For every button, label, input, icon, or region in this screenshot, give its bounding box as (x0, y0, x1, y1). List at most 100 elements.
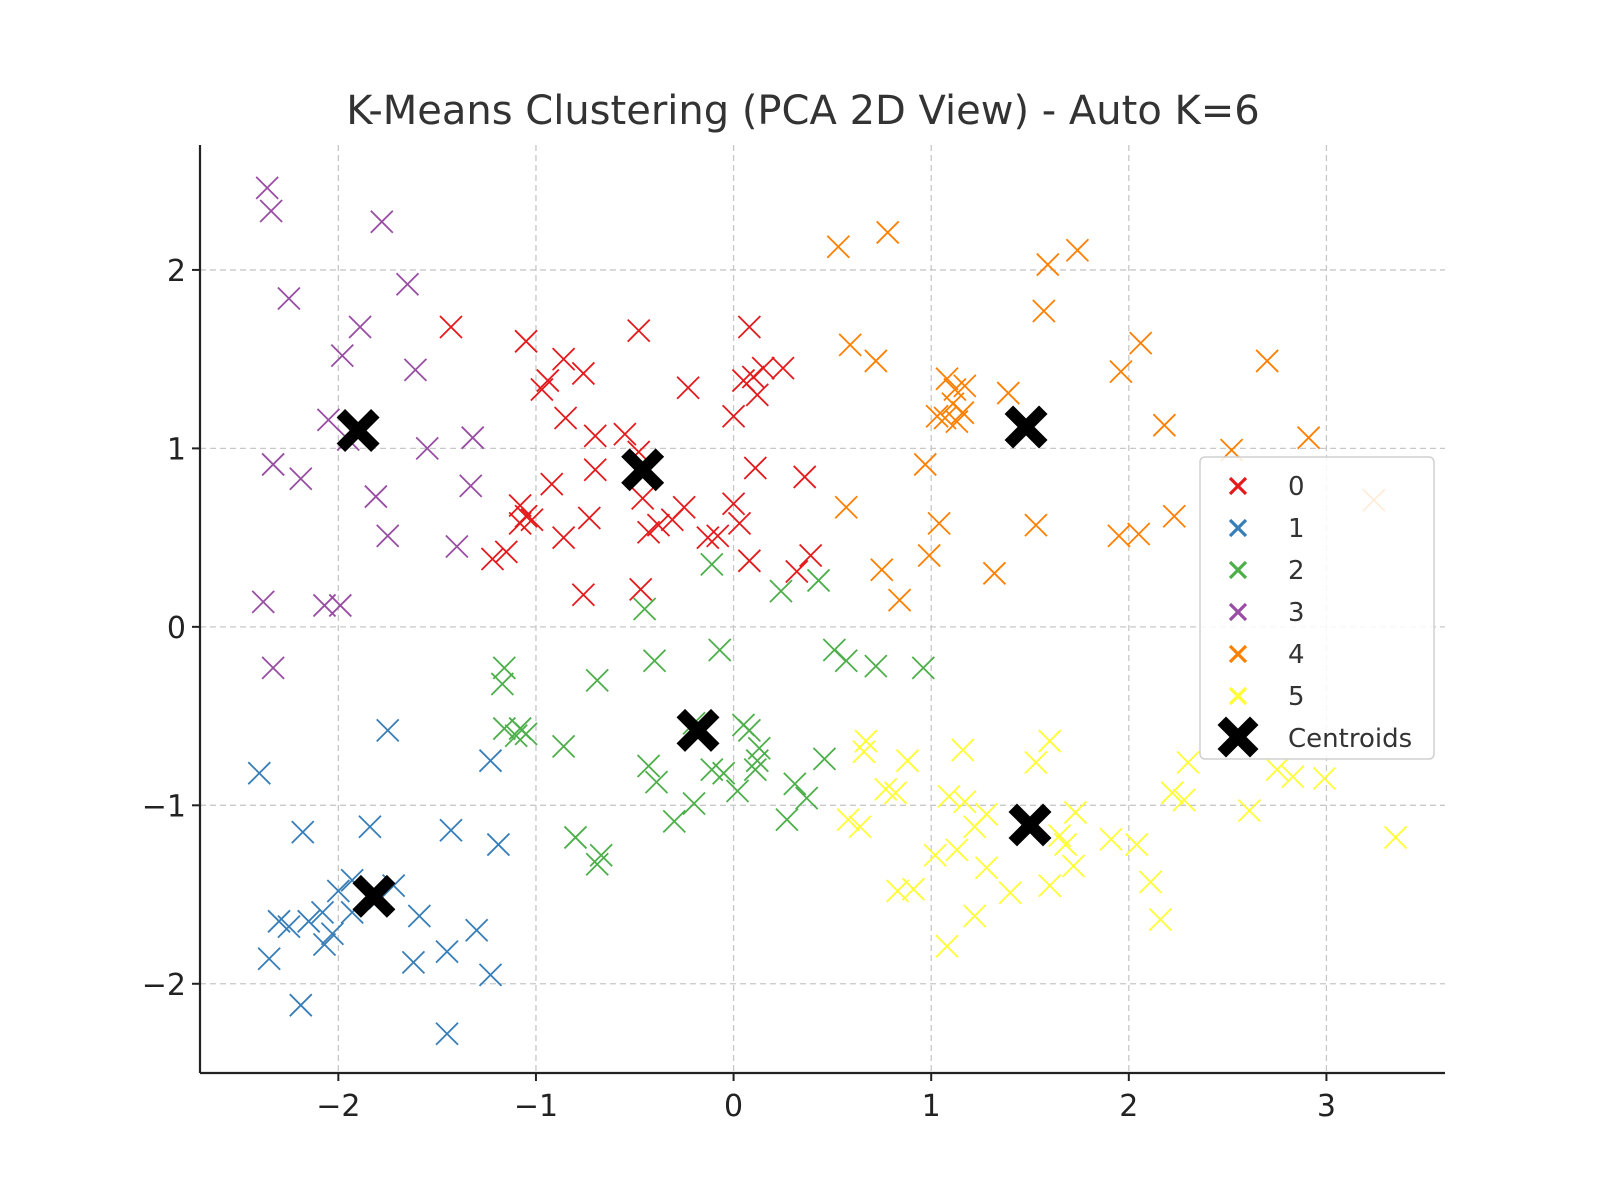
point-cluster-2 (783, 772, 807, 796)
cluster-5-points (836, 729, 1408, 958)
point-cluster-0 (551, 525, 576, 550)
point-cluster-2 (563, 825, 588, 850)
point-cluster-0 (737, 549, 762, 573)
point-cluster-5 (885, 879, 910, 903)
point-cluster-2 (585, 668, 609, 693)
point-cluster-2 (795, 786, 819, 810)
point-cluster-0 (494, 540, 518, 564)
point-cluster-5 (895, 749, 920, 773)
point-cluster-4 (1109, 360, 1133, 384)
point-cluster-0 (721, 404, 746, 428)
x-tick-label: 1 (922, 1089, 941, 1124)
y-tick-label: −1 (142, 789, 186, 824)
legend-swatch-2 (1228, 560, 1248, 580)
point-cluster-4 (1152, 413, 1177, 437)
point-cluster-0 (514, 329, 538, 353)
point-cluster-4 (876, 220, 900, 245)
point-cluster-3 (316, 408, 341, 432)
point-cluster-2 (743, 757, 767, 782)
point-cluster-1 (376, 718, 400, 742)
point-cluster-2 (708, 638, 732, 662)
point-cluster-4 (1127, 522, 1151, 546)
point-cluster-4 (913, 452, 937, 477)
point-cluster-2 (644, 770, 669, 794)
legend-label-2: 2 (1288, 556, 1305, 586)
point-cluster-5 (1138, 870, 1163, 894)
point-cluster-0 (646, 513, 671, 537)
point-cluster-1 (326, 879, 350, 903)
point-cluster-2 (737, 718, 762, 742)
point-cluster-2 (490, 672, 514, 696)
point-cluster-3 (261, 656, 285, 680)
y-tick-label: 1 (167, 432, 186, 467)
point-cluster-0 (553, 406, 578, 430)
point-cluster-0 (793, 465, 817, 489)
centroid-marker (676, 708, 720, 752)
point-cluster-4 (1032, 299, 1056, 323)
point-cluster-2 (504, 724, 528, 748)
point-cluster-5 (1172, 788, 1196, 812)
point-cluster-2 (864, 654, 888, 678)
point-cluster-2 (911, 656, 935, 680)
point-cluster-5 (1281, 765, 1305, 789)
point-cluster-4 (1065, 238, 1090, 262)
centroid-marker (621, 448, 665, 492)
legend-box (1199, 456, 1435, 760)
point-cluster-2 (662, 809, 686, 834)
point-cluster-0 (530, 377, 554, 402)
point-cluster-4 (834, 495, 858, 519)
x-tick-label: 3 (1317, 1089, 1336, 1124)
point-cluster-3 (251, 590, 275, 614)
point-cluster-2 (745, 749, 769, 773)
point-cluster-4 (1129, 331, 1153, 355)
point-cluster-4 (1255, 349, 1279, 373)
point-cluster-4 (935, 367, 959, 391)
point-cluster-4 (838, 333, 862, 357)
point-cluster-0 (629, 577, 653, 602)
point-cluster-5 (953, 790, 977, 814)
legend-label-5: 5 (1288, 682, 1305, 712)
point-cluster-1 (320, 922, 345, 946)
point-cluster-5 (935, 934, 959, 958)
point-cluster-1 (358, 815, 382, 839)
point-cluster-4 (1297, 426, 1321, 450)
point-cluster-4 (1024, 513, 1048, 537)
point-cluster-2 (712, 761, 736, 785)
point-cluster-0 (613, 422, 637, 446)
point-cluster-2 (633, 597, 657, 621)
point-cluster-0 (799, 543, 823, 568)
point-cluster-5 (852, 740, 876, 764)
point-cluster-5 (963, 815, 987, 839)
legend-label-1: 1 (1288, 514, 1305, 544)
point-cluster-3 (364, 484, 388, 509)
point-cluster-2 (775, 807, 799, 832)
point-cluster-5 (874, 777, 898, 801)
point-cluster-3 (261, 452, 285, 477)
legend-swatch-5 (1228, 686, 1248, 706)
centroid-marker (336, 409, 380, 453)
point-cluster-2 (514, 722, 538, 746)
centroid-marker (1008, 803, 1052, 847)
axes: −2 −1 0 1 2 3 −2 −1 0 1 2 (142, 145, 1445, 1124)
point-cluster-0 (706, 524, 730, 548)
point-cluster-3 (459, 474, 483, 498)
point-cluster-0 (727, 511, 752, 535)
point-cluster-3 (277, 286, 301, 311)
point-cluster-1 (247, 761, 271, 785)
legend-label-centroids: Centroids (1288, 724, 1412, 754)
point-cluster-3 (395, 272, 420, 296)
point-cluster-4 (953, 374, 977, 398)
legend-swatch-1 (1228, 518, 1248, 538)
point-cluster-3 (461, 426, 485, 450)
point-cluster-5 (974, 856, 999, 880)
point-cluster-1 (257, 947, 281, 971)
point-cluster-1 (297, 909, 321, 933)
point-cluster-0 (508, 493, 532, 518)
legend-label-3: 3 (1288, 598, 1305, 628)
point-cluster-0 (660, 508, 684, 532)
point-cluster-5 (848, 815, 872, 839)
point-cluster-5 (945, 838, 969, 862)
centroid-marker (352, 874, 396, 918)
point-cluster-5 (963, 904, 987, 928)
centroid-markers (336, 405, 1052, 918)
